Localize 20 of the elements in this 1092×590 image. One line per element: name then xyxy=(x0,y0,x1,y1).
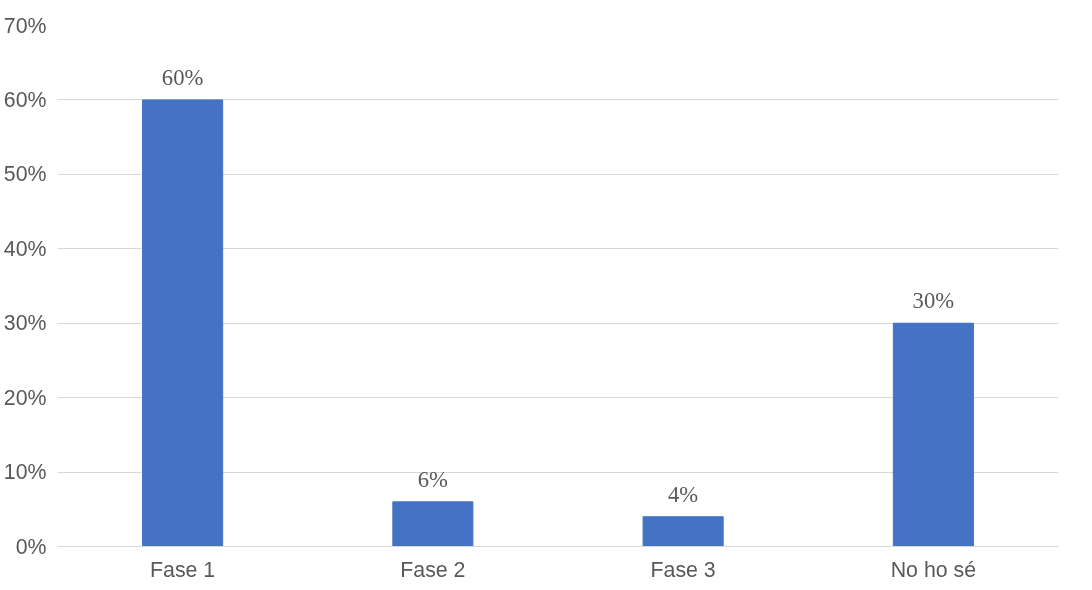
x-tick-label: Fase 3 xyxy=(650,557,716,582)
y-tick-label: 0% xyxy=(15,534,47,559)
data-label: 60% xyxy=(161,64,204,90)
bar xyxy=(142,99,224,547)
y-tick-label: 40% xyxy=(3,236,47,261)
y-tick-label: 70% xyxy=(3,13,47,38)
bar xyxy=(392,501,474,547)
data-label: 4% xyxy=(668,481,699,507)
x-tick-label: No ho sé xyxy=(890,557,977,582)
data-label: 30% xyxy=(912,288,955,314)
y-tick-label: 50% xyxy=(3,162,47,187)
y-tick-label: 20% xyxy=(3,385,47,410)
x-tick-label: Fase 1 xyxy=(150,557,216,582)
data-label: 6% xyxy=(417,466,449,492)
bar xyxy=(892,322,974,547)
y-tick-label: 30% xyxy=(3,311,47,336)
x-tick-label: Fase 2 xyxy=(400,557,466,582)
bar xyxy=(642,516,724,547)
y-tick-label: 60% xyxy=(3,87,47,112)
y-tick-label: 10% xyxy=(3,460,47,485)
